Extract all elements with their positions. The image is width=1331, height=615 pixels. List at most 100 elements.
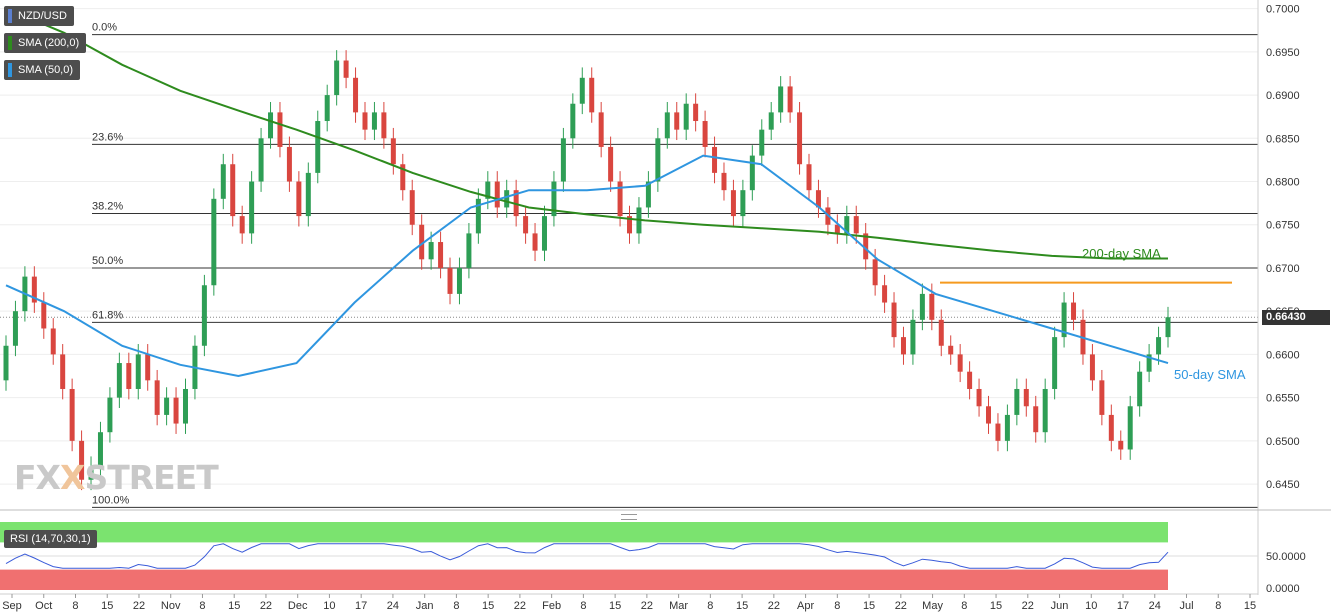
- candle-body: [608, 146, 614, 182]
- candle-body: [995, 423, 1001, 441]
- candle-body: [523, 216, 529, 234]
- candle-body: [759, 129, 765, 156]
- fxstreet-watermark: FXXSTREET: [14, 458, 219, 497]
- candle-body: [1146, 354, 1152, 372]
- price-pane: [0, 0, 1258, 510]
- candle-body: [1089, 354, 1095, 381]
- price-tick-label: 0.6600: [1266, 349, 1300, 361]
- time-tick-label: 8: [453, 600, 459, 612]
- time-tick-label: 17: [1117, 600, 1129, 612]
- candle-body: [1165, 317, 1171, 338]
- candle-body: [438, 242, 444, 268]
- candle-body: [1004, 414, 1010, 441]
- candle-body: [485, 181, 491, 199]
- time-tick-label: May: [922, 600, 943, 612]
- price-axis: 0.7000 0.6950 0.6900 0.6850 0.6800 0.6750 0.67…: [1266, 4, 1300, 491]
- candle-body: [967, 371, 973, 389]
- time-tick-label: 22: [133, 600, 145, 612]
- fib-label: 23.6%: [92, 131, 123, 143]
- candle-body: [891, 302, 897, 338]
- time-tick-label: 15: [609, 600, 621, 612]
- time-tick-label: 8: [834, 600, 840, 612]
- candle-body: [409, 190, 415, 225]
- candle-body: [494, 181, 500, 208]
- sma50-swatch: [8, 63, 12, 77]
- candle-body: [230, 164, 236, 217]
- candle-body: [1014, 388, 1020, 415]
- candle-body: [12, 311, 18, 346]
- candle-body: [815, 190, 821, 208]
- candle-body: [853, 216, 859, 234]
- candle-body: [1137, 371, 1143, 407]
- legend-symbol[interactable]: NZD/USD: [4, 6, 74, 26]
- candle-body: [239, 216, 245, 234]
- fib-label: 0.0%: [92, 22, 117, 34]
- candle-body: [730, 190, 736, 217]
- legend-sma200[interactable]: SMA (200,0): [4, 33, 87, 53]
- candle-body: [504, 190, 510, 208]
- candle-body: [617, 181, 623, 217]
- candle-body: [541, 216, 547, 251]
- candle-body: [900, 337, 906, 355]
- fib-label: 38.2%: [92, 201, 123, 213]
- time-tick-label: 15: [990, 600, 1002, 612]
- time-tick-label: Mar: [669, 600, 688, 612]
- candle-body: [475, 198, 481, 234]
- time-tick-label: 17: [355, 600, 367, 612]
- candle-body: [428, 242, 434, 260]
- candle-body: [466, 233, 472, 268]
- candle-body: [249, 181, 255, 234]
- price-tick-label: 0.6850: [1266, 133, 1300, 145]
- candle-body: [551, 181, 557, 217]
- sma200-line: [5, 7, 1168, 260]
- candle-body: [211, 198, 217, 286]
- candle-body: [598, 112, 604, 147]
- candle-body: [268, 112, 274, 139]
- legend-sma50[interactable]: SMA (50,0): [4, 60, 81, 80]
- sma200-label: SMA (200,0): [18, 37, 80, 49]
- time-tick-label: 24: [387, 600, 399, 612]
- candle-body: [957, 354, 963, 372]
- rsi-pane: 50.0000 0.0000: [0, 522, 1306, 595]
- candle-body: [693, 103, 699, 122]
- candle-body: [1099, 380, 1105, 415]
- sma200-swatch: [8, 36, 12, 50]
- candle-body: [69, 388, 75, 441]
- price-tick-label: 0.6500: [1266, 436, 1300, 448]
- candle-body: [60, 354, 66, 389]
- candle-body: [976, 388, 982, 407]
- candle-body: [1061, 302, 1067, 338]
- candle-body: [655, 138, 661, 182]
- candle-body: [135, 354, 141, 389]
- time-tick-label: 22: [895, 600, 907, 612]
- time-tick-label: Jun: [1051, 600, 1069, 612]
- fibonacci-levels: 0.0% 23.6% 38.2% 50.0% 61.8% 100.0%: [92, 22, 1258, 508]
- candles: [3, 50, 1171, 491]
- annotation-50-sma: 50-day SMA: [1174, 367, 1246, 382]
- candle-body: [872, 259, 878, 286]
- sma50-label: SMA (50,0): [18, 64, 74, 76]
- candle-body: [778, 86, 784, 113]
- rsi-legend[interactable]: RSI (14,70,30,1): [4, 530, 97, 548]
- rsi-oversold-zone: [0, 569, 1168, 590]
- candle-body: [154, 380, 160, 415]
- candle-body: [324, 95, 330, 122]
- candle-body: [1023, 388, 1029, 407]
- candle-body: [258, 138, 264, 182]
- sma50-line: [5, 154, 1169, 378]
- candle-body: [1108, 414, 1114, 441]
- time-tick-label: Sep: [2, 600, 22, 612]
- time-tick-label: 8: [1215, 600, 1221, 612]
- fib-label: 100.0%: [92, 494, 130, 506]
- candle-body: [929, 293, 935, 320]
- candle-body: [664, 112, 670, 139]
- time-tick-label: 22: [768, 600, 780, 612]
- time-tick-label: 15: [736, 600, 748, 612]
- candle-body: [645, 181, 651, 208]
- rsi-tick-label: 50.0000: [1266, 551, 1306, 563]
- pane-resize-handle[interactable]: [621, 514, 637, 520]
- candle-body: [41, 302, 47, 329]
- time-tick-label: 10: [323, 600, 335, 612]
- symbol-label: NZD/USD: [18, 10, 67, 22]
